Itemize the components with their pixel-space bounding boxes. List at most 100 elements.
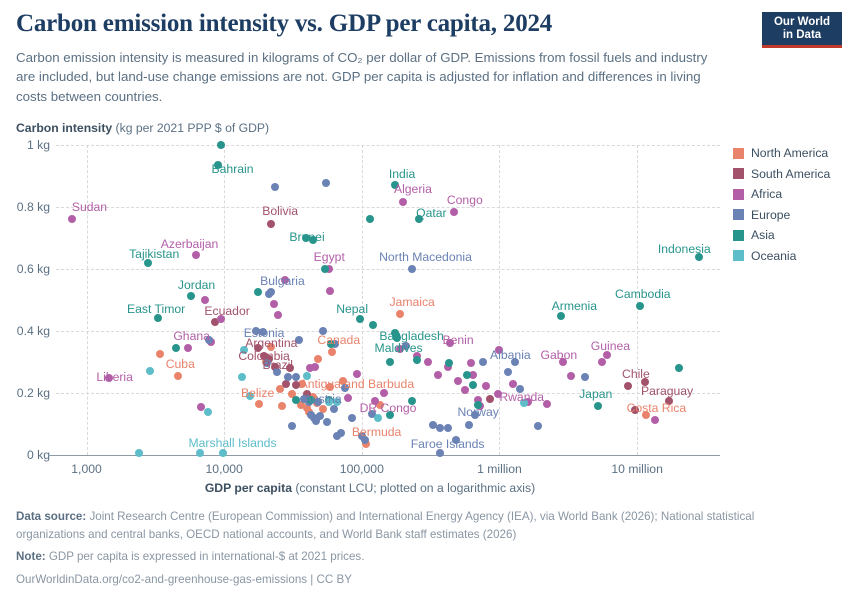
- scatter-point[interactable]: [281, 380, 290, 389]
- scatter-point[interactable]: [392, 330, 401, 339]
- scatter-point[interactable]: [495, 345, 504, 354]
- scatter-point[interactable]: [273, 310, 282, 319]
- scatter-point[interactable]: [434, 371, 443, 380]
- scatter-point[interactable]: [451, 436, 460, 445]
- scatter-point[interactable]: [330, 404, 339, 413]
- scatter-point[interactable]: [146, 366, 155, 375]
- scatter-point[interactable]: [470, 410, 479, 419]
- scatter-point[interactable]: [153, 313, 162, 322]
- scatter-point[interactable]: [298, 380, 307, 389]
- scatter-point[interactable]: [211, 318, 220, 327]
- scatter-point[interactable]: [566, 371, 575, 380]
- scatter-point[interactable]: [454, 376, 463, 385]
- scatter-point[interactable]: [272, 367, 281, 376]
- scatter-point[interactable]: [494, 390, 503, 399]
- scatter-point[interactable]: [191, 251, 200, 260]
- scatter-point[interactable]: [328, 347, 337, 356]
- scatter-point[interactable]: [263, 359, 272, 368]
- scatter-point[interactable]: [407, 265, 416, 273]
- scatter-point[interactable]: [253, 344, 262, 353]
- scatter-point[interactable]: [436, 449, 445, 458]
- scatter-point[interactable]: [271, 182, 280, 191]
- scatter-point[interactable]: [460, 385, 469, 394]
- scatter-point[interactable]: [196, 449, 205, 458]
- scatter-point[interactable]: [396, 309, 405, 318]
- scatter-point[interactable]: [144, 258, 153, 267]
- scatter-point[interactable]: [533, 422, 542, 431]
- scatter-point[interactable]: [218, 449, 227, 458]
- scatter-point[interactable]: [348, 414, 357, 423]
- scatter-point[interactable]: [385, 358, 394, 366]
- scatter-point[interactable]: [412, 352, 421, 361]
- scatter-point[interactable]: [320, 265, 329, 273]
- scatter-point[interactable]: [485, 394, 494, 403]
- scatter-point[interactable]: [414, 214, 423, 223]
- scatter-point[interactable]: [340, 384, 349, 393]
- owid-logo[interactable]: Our World in Data: [762, 12, 842, 48]
- scatter-point[interactable]: [356, 314, 364, 323]
- scatter-point[interactable]: [264, 289, 273, 298]
- scatter-point[interactable]: [308, 236, 317, 245]
- legend-item[interactable]: Oceania: [733, 249, 848, 263]
- scatter-point[interactable]: [366, 215, 375, 224]
- scatter-point[interactable]: [368, 320, 377, 329]
- scatter-point[interactable]: [602, 351, 611, 360]
- scatter-point[interactable]: [291, 395, 300, 404]
- scatter-point[interactable]: [557, 311, 566, 320]
- scatter-point[interactable]: [271, 363, 280, 372]
- scatter-point[interactable]: [291, 372, 300, 381]
- scatter-point[interactable]: [287, 390, 296, 399]
- scatter-point[interactable]: [360, 435, 369, 444]
- scatter-point[interactable]: [287, 421, 296, 430]
- scatter-point[interactable]: [436, 423, 445, 432]
- scatter-point[interactable]: [303, 371, 312, 380]
- scatter-point[interactable]: [197, 402, 206, 411]
- scatter-point[interactable]: [299, 395, 308, 404]
- scatter-point[interactable]: [264, 354, 273, 363]
- scatter-point[interactable]: [519, 398, 528, 407]
- scatter-point[interactable]: [301, 234, 310, 242]
- scatter-point[interactable]: [305, 363, 314, 372]
- scatter-point[interactable]: [468, 381, 477, 390]
- scatter-point[interactable]: [311, 363, 320, 372]
- scatter-point[interactable]: [213, 161, 222, 170]
- scatter-point[interactable]: [630, 406, 639, 415]
- scatter-point[interactable]: [258, 327, 267, 336]
- scatter-point[interactable]: [283, 372, 292, 381]
- scatter-point[interactable]: [253, 288, 262, 297]
- scatter-point[interactable]: [307, 395, 316, 404]
- scatter-point[interactable]: [238, 372, 247, 381]
- scatter-point[interactable]: [278, 402, 287, 411]
- scatter-point[interactable]: [373, 413, 382, 422]
- scatter-point[interactable]: [269, 299, 278, 308]
- scatter-point[interactable]: [318, 327, 327, 335]
- scatter-point[interactable]: [641, 378, 650, 387]
- scatter-point[interactable]: [443, 424, 452, 433]
- scatter-point[interactable]: [594, 402, 603, 411]
- scatter-point[interactable]: [450, 207, 459, 216]
- legend-item[interactable]: South America: [733, 167, 848, 181]
- scatter-point[interactable]: [217, 141, 226, 149]
- scatter-point[interactable]: [511, 358, 520, 366]
- scatter-point[interactable]: [391, 180, 400, 189]
- scatter-point[interactable]: [240, 345, 249, 354]
- scatter-point[interactable]: [303, 390, 312, 399]
- scatter-point[interactable]: [464, 420, 473, 429]
- scatter-point[interactable]: [267, 343, 276, 352]
- scatter-point[interactable]: [313, 354, 322, 363]
- scatter-point[interactable]: [474, 401, 483, 410]
- scatter-point[interactable]: [367, 410, 376, 419]
- scatter-point[interactable]: [482, 382, 491, 391]
- scatter-point[interactable]: [205, 336, 214, 345]
- scatter-point[interactable]: [362, 440, 371, 449]
- scatter-point[interactable]: [402, 341, 411, 350]
- scatter-point[interactable]: [325, 265, 334, 273]
- scatter-point[interactable]: [412, 356, 421, 365]
- scatter-point[interactable]: [312, 416, 321, 425]
- scatter-point[interactable]: [399, 198, 408, 207]
- scatter-point[interactable]: [407, 396, 416, 405]
- scatter-point[interactable]: [291, 380, 300, 389]
- scatter-point[interactable]: [664, 396, 673, 405]
- scatter-point[interactable]: [280, 275, 289, 284]
- scatter-point[interactable]: [246, 392, 255, 401]
